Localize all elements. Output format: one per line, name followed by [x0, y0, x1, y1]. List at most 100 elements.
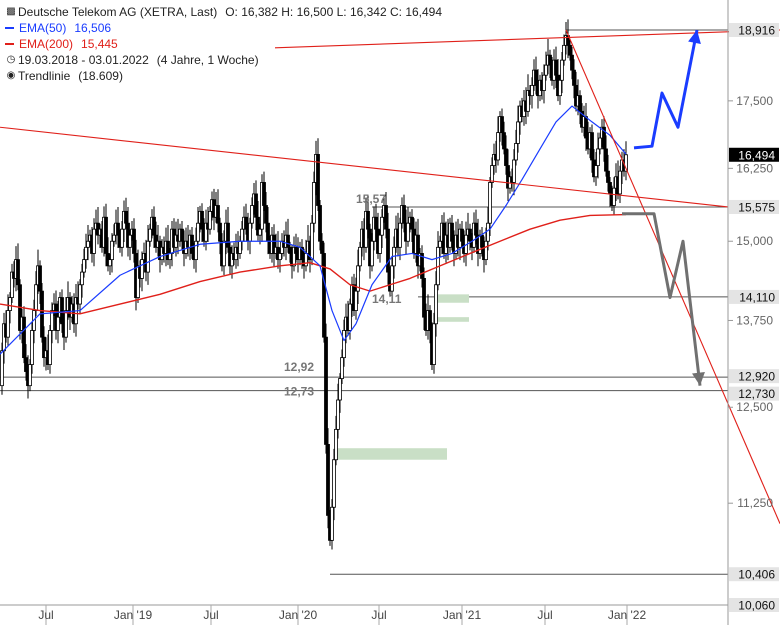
candle-body: [486, 222, 490, 242]
candle-body: [60, 297, 64, 325]
legend-trend-row: ◉ Trendlinie (18.609): [4, 68, 442, 84]
candle-body: [84, 246, 88, 261]
y-axis: 17,500 16,250 15,000 13,750 12,500 11,250 18,9…: [727, 0, 779, 625]
candle-body: [374, 216, 378, 230]
candle-body: [128, 234, 132, 248]
candle-body: [514, 143, 518, 161]
x-tick-label: Jan '19: [114, 608, 153, 622]
candle-body: [110, 240, 114, 261]
candle-body: [336, 399, 340, 430]
bear-scenario-arrow: [622, 212, 702, 386]
price-label-bg: [729, 598, 779, 612]
candle-body: [572, 69, 576, 86]
candle-body: [608, 182, 612, 195]
candle-body: [584, 116, 588, 139]
candle-body: [530, 84, 534, 97]
candle-body: [240, 228, 244, 242]
candle-body: [82, 259, 86, 273]
candle-body: [618, 170, 622, 195]
candle-body: [434, 284, 438, 325]
zone-rect: [434, 294, 469, 303]
candle-body: [568, 44, 572, 56]
x-tick-label: Jul: [537, 608, 552, 622]
candle-body: [286, 234, 290, 248]
candle-body: [500, 116, 504, 134]
y-tick-label: 16,250: [736, 161, 773, 175]
legend-period-row: ◷ 19.03.2018 - 03.01.2022 (4 Jahre, 1 Wo…: [4, 52, 442, 68]
candle-body: [390, 265, 394, 292]
candle-body: [92, 228, 96, 254]
candle-body: [384, 205, 388, 230]
candle-body: [548, 54, 552, 66]
candle-body: [340, 357, 344, 379]
candle-body: [488, 182, 492, 224]
candle-body: [116, 222, 120, 236]
trend-label: Trendlinie: [18, 69, 71, 83]
price-label: 14,110: [739, 290, 775, 304]
candle-body: [326, 444, 330, 516]
candle-body: [254, 193, 258, 218]
period-note: (4 Jahre, 1 Woche): [156, 53, 259, 67]
x-tick-label: Jul: [38, 608, 53, 622]
candle-body: [310, 222, 314, 261]
price-label-bg: [729, 23, 779, 37]
candle-body: [104, 216, 108, 254]
y-tick-label: 13,750: [736, 313, 773, 327]
candle-body: [264, 205, 268, 224]
candle-body: [48, 330, 52, 365]
price-label-bg: [729, 567, 779, 582]
period-range: 19.03.2018 - 03.01.2022: [18, 53, 149, 67]
candle-body: [332, 459, 336, 508]
candle-body: [570, 54, 574, 71]
candle-body: [590, 132, 594, 161]
candle-body: [80, 271, 84, 286]
candle-body: [22, 316, 26, 359]
candle-body: [356, 265, 360, 292]
candle-body: [288, 246, 292, 254]
candle-body: [354, 290, 358, 311]
price-label: 16,494: [738, 148, 775, 162]
price-label: 10,060: [738, 599, 775, 613]
zone-rect: [336, 448, 447, 460]
x-tick-label: Jan '22: [608, 608, 647, 622]
candle-body: [380, 216, 384, 236]
candle-body: [304, 253, 308, 267]
ema200-value: 15,445: [81, 37, 118, 51]
x-tick-label: Jan '20: [279, 608, 318, 622]
candle-body: [64, 310, 68, 338]
y-tick-label: 11,250: [737, 496, 773, 510]
candle-body: [152, 216, 156, 236]
level-annotation: 12,92: [284, 360, 314, 374]
horizontal-levels: [0, 29, 728, 575]
candle-body: [78, 284, 82, 305]
price-label: 15,575: [738, 200, 775, 214]
candle-body: [244, 216, 248, 230]
candle-body: [294, 246, 298, 254]
candle-body: [542, 74, 546, 91]
candle-body: [148, 228, 152, 242]
candle-body: [460, 228, 464, 242]
candle-body: [316, 154, 320, 206]
candle-body: [624, 154, 628, 172]
candle-body: [422, 277, 426, 318]
price-label-bg: [729, 147, 779, 162]
candle-body: [50, 310, 54, 331]
candle-body: [438, 240, 442, 248]
candle-body: [410, 216, 414, 230]
candle-body: [318, 205, 322, 242]
zone-rect: [434, 317, 469, 322]
candlesticks: [0, 19, 628, 550]
candle-body: [560, 59, 564, 81]
candle-body: [420, 253, 424, 279]
candle-body: [56, 316, 60, 331]
candle-body: [504, 148, 508, 166]
level-annotation: 12,73: [284, 385, 314, 399]
candle-body: [468, 228, 472, 242]
y-tick-label: 12,500: [736, 400, 773, 414]
candle-body: [0, 350, 4, 387]
candle-body: [34, 284, 38, 311]
candle-body: [262, 182, 266, 206]
candle-body: [180, 228, 184, 242]
legend-instrument-row: ▩ Deutsche Telekom AG (XETRA, Last) O: 1…: [4, 4, 442, 20]
candle-body: [278, 253, 282, 261]
